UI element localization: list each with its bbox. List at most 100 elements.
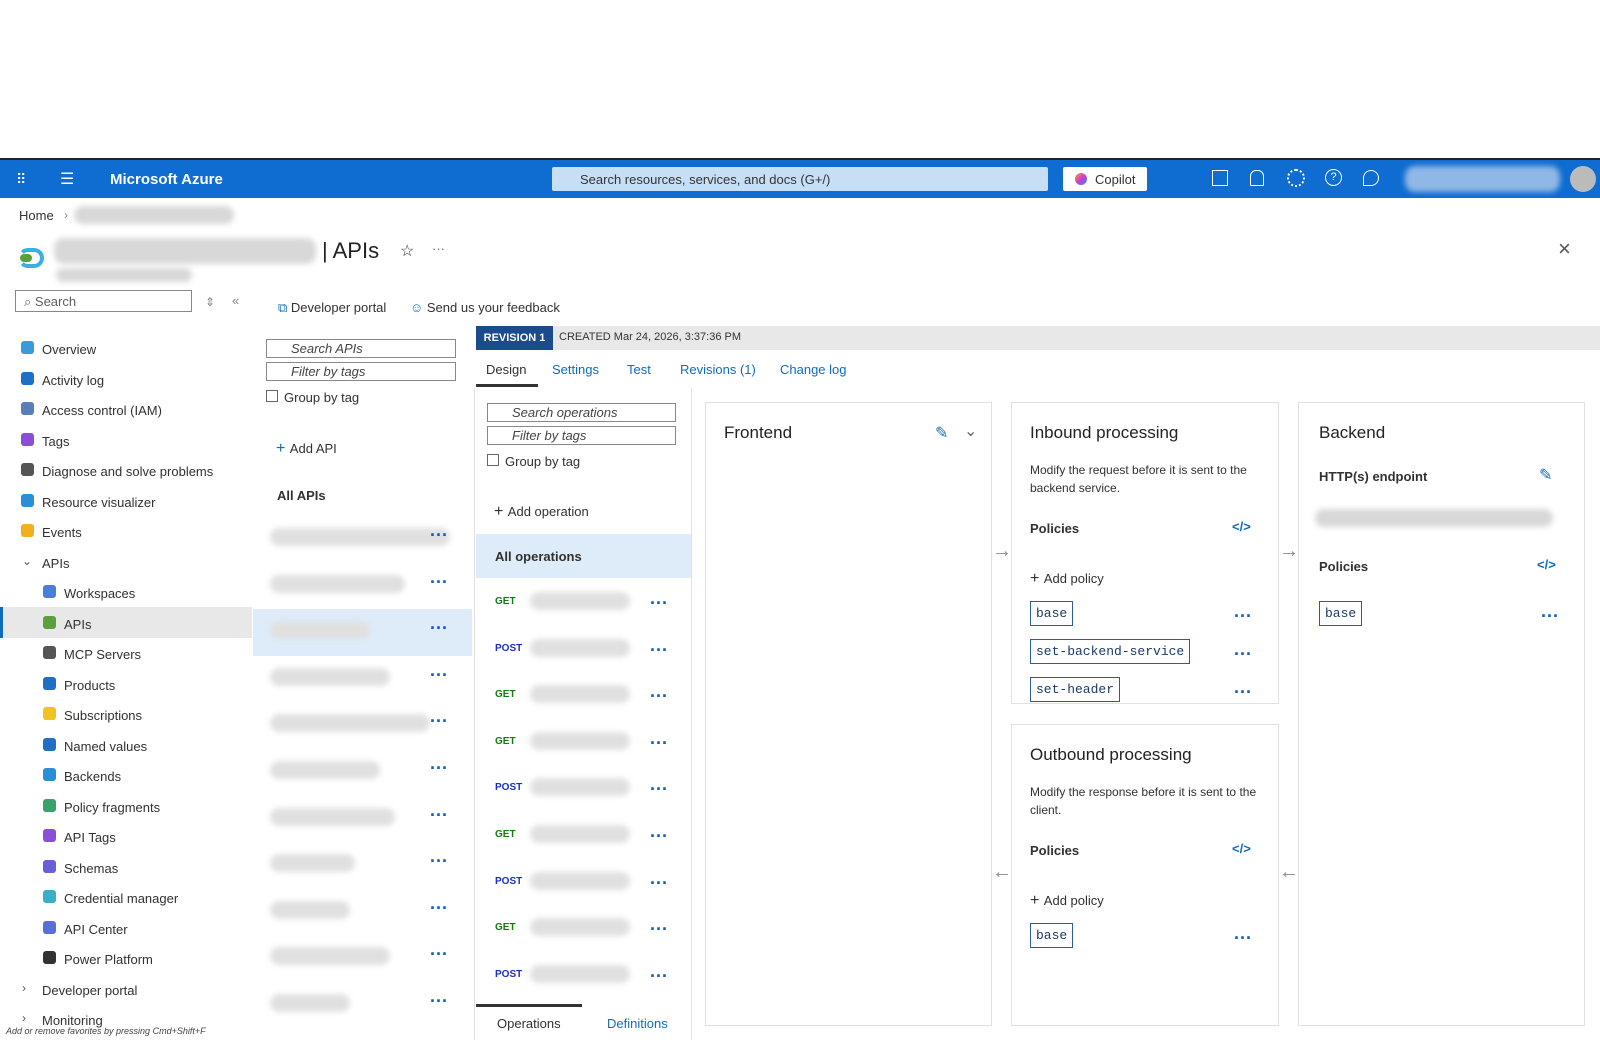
definitions-tab[interactable]: Definitions — [607, 1016, 668, 1031]
nav-item[interactable]: Monitoring — [42, 1013, 103, 1028]
nav-item[interactable]: Resource visualizer — [42, 494, 156, 510]
nav-item[interactable]: Events — [42, 525, 82, 540]
row-menu[interactable]: ... — [650, 821, 669, 841]
row-menu[interactable]: ... — [1234, 639, 1253, 659]
row-menu[interactable]: ... — [650, 727, 669, 748]
nav-item[interactable]: Access control (IAM) — [42, 403, 162, 418]
more-button[interactable]: ··· — [432, 241, 445, 256]
api-group[interactable]: Group by tag — [266, 390, 359, 405]
row-menu[interactable]: ... — [650, 960, 669, 981]
policy[interactable]: base — [1319, 601, 1363, 626]
row-menu[interactable]: ... — [430, 846, 449, 867]
row-menu[interactable]: ... — [430, 892, 449, 913]
code-view-icon[interactable]: </> — [1537, 557, 1556, 572]
nav-item[interactable]: APIs — [64, 616, 92, 632]
row-menu[interactable]: ... — [430, 939, 449, 960]
row-menu[interactable]: ... — [650, 634, 669, 655]
nav-item[interactable]: Activity log — [42, 372, 105, 388]
row-menu[interactable]: ... — [650, 774, 669, 795]
row-menu[interactable]: ... — [650, 914, 669, 935]
nav-item[interactable]: Power Platform — [64, 952, 153, 967]
tab[interactable]: Change log — [780, 362, 847, 377]
ops-search[interactable]: Search operations — [487, 403, 676, 422]
nav-item[interactable]: API Center — [64, 921, 128, 937]
close-button[interactable]: × — [1558, 236, 1571, 261]
add-policy[interactable]: + Add policy — [1030, 570, 1104, 588]
avatar[interactable] — [1570, 166, 1596, 192]
api-filter[interactable]: Filter by tags — [266, 362, 456, 381]
nav-chevron[interactable]: › — [22, 1011, 26, 1025]
nav-item[interactable]: Developer portal — [42, 982, 138, 998]
nav-item[interactable]: Named values — [64, 738, 148, 754]
nav-item[interactable]: Credential manager — [64, 891, 179, 906]
row-menu[interactable]: ... — [430, 613, 449, 634]
edit-icon[interactable]: ✎ — [935, 425, 949, 442]
nav-chevron[interactable]: ⌄ — [22, 553, 33, 568]
add-operation[interactable]: + Add operation — [494, 503, 589, 521]
menu-icon[interactable]: ☰ — [60, 171, 75, 188]
policy[interactable]: set-header — [1030, 677, 1121, 702]
feedback-icon[interactable] — [1363, 170, 1379, 186]
nav-item[interactable]: Backends — [64, 769, 122, 784]
row-menu[interactable]: ... — [650, 588, 669, 608]
row-menu[interactable]: ... — [430, 706, 449, 727]
shell-icon[interactable] — [1212, 170, 1228, 186]
nav-item[interactable]: Workspaces — [64, 586, 136, 601]
favorite-star[interactable]: ☆ — [400, 243, 415, 260]
sidebar-collapse[interactable]: « — [232, 293, 240, 308]
global-search[interactable]: Search resources, services, and docs (G+… — [552, 167, 1048, 191]
nav-item[interactable]: Diagnose and solve problems — [42, 464, 214, 479]
edit-icon[interactable]: ✎ — [1539, 467, 1553, 484]
nav-item[interactable]: Products — [64, 677, 116, 693]
row-menu[interactable]: ... — [1234, 677, 1253, 697]
nav-item[interactable]: API Tags — [64, 830, 116, 845]
policy[interactable]: base — [1030, 923, 1074, 948]
policy[interactable]: base — [1030, 601, 1074, 626]
tab[interactable]: Settings — [552, 362, 599, 377]
nav-item[interactable]: MCP Servers — [64, 647, 142, 662]
nav-item[interactable]: Policy fragments — [64, 799, 161, 815]
nav-item[interactable]: Tags — [42, 433, 70, 449]
developer-portal-button[interactable]: ⧉ Developer portal — [278, 300, 386, 316]
row-menu[interactable]: ... — [430, 753, 449, 773]
bell-icon[interactable] — [1250, 170, 1264, 186]
add-policy[interactable]: + Add policy — [1030, 892, 1104, 910]
apps-icon[interactable]: ⠿ — [16, 171, 27, 187]
row-menu[interactable]: ... — [1234, 601, 1253, 621]
settings-icon[interactable] — [1287, 169, 1305, 187]
row-menu[interactable]: ... — [1234, 923, 1253, 943]
row-menu[interactable]: ... — [1541, 601, 1560, 621]
nav-item[interactable]: APIs — [42, 555, 70, 571]
row-menu[interactable]: ... — [430, 986, 449, 1006]
breadcrumb-home[interactable]: Home — [19, 208, 54, 223]
expand-icon[interactable]: ⌄ — [964, 423, 978, 440]
feedback-button[interactable]: ☺ Send us your feedback — [410, 300, 560, 315]
code-view-icon[interactable]: </> — [1232, 519, 1251, 534]
nav-item[interactable]: Overview — [42, 342, 97, 357]
tab[interactable]: Design — [486, 362, 527, 377]
nav-chevron[interactable]: › — [22, 980, 26, 995]
brand[interactable]: Microsoft Azure — [110, 171, 223, 188]
add-api[interactable]: + Add API — [276, 440, 337, 458]
copilot-button[interactable]: Copilot — [1063, 167, 1147, 191]
help-icon[interactable]: ? — [1325, 169, 1342, 186]
row-menu[interactable]: ... — [430, 520, 449, 540]
operations-tab[interactable]: Operations — [497, 1016, 561, 1031]
sidebar-sort[interactable]: ⇕ — [205, 295, 216, 309]
ops-group[interactable]: Group by tag — [487, 454, 580, 469]
sidebar-search[interactable]: ⌕ Search — [15, 290, 192, 312]
code-view-icon[interactable]: </> — [1232, 841, 1251, 856]
all-apis[interactable]: All APIs — [277, 488, 326, 503]
revision-created[interactable]: CREATED Mar 24, 2026, 3:37:36 PM — [559, 331, 741, 343]
api-search[interactable]: Search APIs — [266, 339, 456, 358]
row-menu[interactable]: ... — [430, 659, 449, 680]
row-menu[interactable]: ... — [650, 867, 669, 888]
row-menu[interactable]: ... — [650, 681, 669, 702]
nav-item[interactable]: Schemas — [64, 860, 119, 876]
tab[interactable]: Test — [627, 362, 651, 377]
row-menu[interactable]: ... — [430, 799, 449, 820]
policy[interactable]: set-backend-service — [1030, 639, 1191, 664]
ops-filter[interactable]: Filter by tags — [487, 426, 676, 445]
all-operations-row[interactable]: All operations — [476, 534, 691, 578]
nav-item[interactable]: Subscriptions — [64, 708, 143, 723]
